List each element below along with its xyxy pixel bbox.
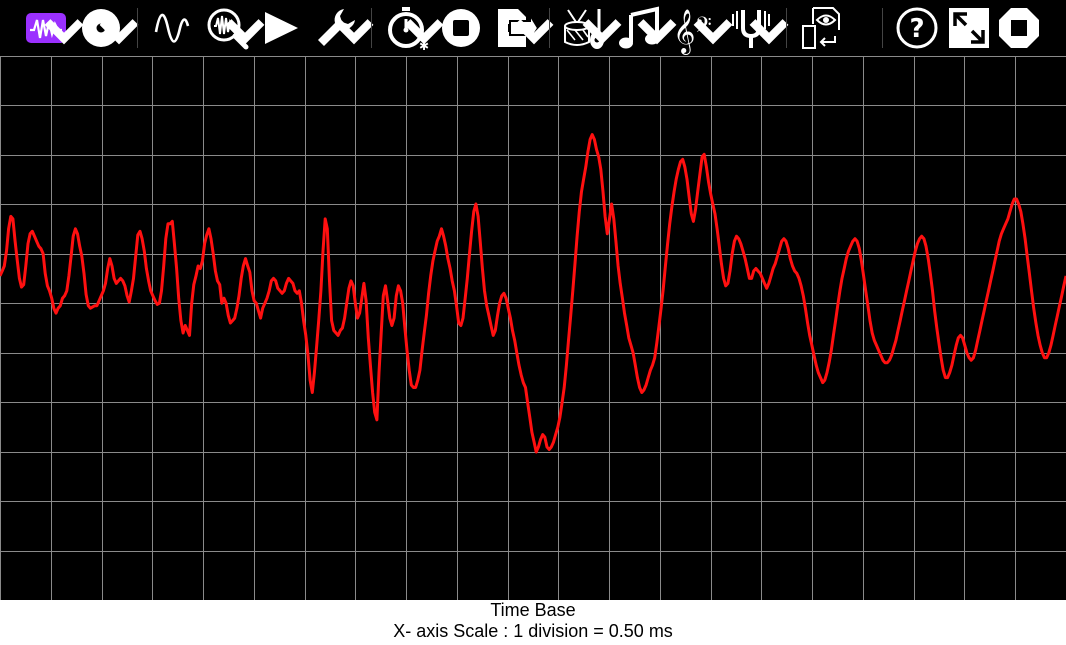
chevron-down-icon [44, 19, 84, 45]
chevron-down-icon [334, 19, 374, 45]
fullscreen-icon [949, 8, 989, 48]
octagon-stop-icon [999, 8, 1039, 48]
play-button[interactable] [257, 4, 305, 52]
toolbar-separator [371, 8, 372, 48]
instruments-button[interactable] [560, 4, 622, 52]
stop-button[interactable] [437, 4, 485, 52]
svg-text:✱: ✱ [419, 39, 429, 53]
chevron-down-icon [637, 19, 677, 45]
toolbar-separator [549, 8, 550, 48]
help-icon: ? [896, 7, 938, 49]
document-eye-icon [802, 7, 840, 49]
tuning-fork-button[interactable] [727, 4, 789, 52]
toolbar-separator [882, 8, 883, 48]
sine-wave-button[interactable] [148, 4, 196, 52]
chevron-down-icon [225, 19, 265, 45]
music-note-button[interactable] [615, 4, 677, 52]
svg-text:?: ? [909, 14, 924, 44]
chevron-down-icon [693, 19, 733, 45]
toolbar-separator [137, 8, 138, 48]
chevron-down-icon [514, 19, 554, 45]
chevron-down-icon [582, 19, 622, 45]
chevron-down-icon [404, 19, 444, 45]
x-axis-scale-label: X- axis Scale : 1 division = 0.50 ms [393, 621, 673, 641]
svg-text:𝄞: 𝄞 [673, 9, 695, 55]
time-base-label: Time Base [490, 600, 576, 620]
stopwatch-icon: ✱ [388, 7, 429, 53]
stop-icon [442, 9, 480, 47]
zoom-wave-button[interactable] [203, 4, 265, 52]
signal-trace [0, 133, 1066, 454]
timer-button[interactable]: ✱ [382, 4, 444, 53]
chevron-down-icon [99, 19, 139, 45]
sine-wave-icon [154, 13, 190, 43]
clef-button[interactable]: 𝄞 𝄢 [671, 4, 733, 55]
view-file-button[interactable] [797, 4, 845, 52]
export-button[interactable] [492, 4, 554, 52]
record-disc-button[interactable] [77, 4, 139, 52]
toolbar: ✱ 𝄞 𝄢? [0, 0, 1066, 56]
toolbar-separator [786, 8, 787, 48]
play-icon [265, 12, 298, 44]
wrench-icon [318, 9, 355, 46]
oscilloscope-display [0, 56, 1066, 600]
quit-button[interactable] [995, 4, 1043, 52]
chevron-down-icon [749, 19, 789, 45]
footer: Time Base X- axis Scale : 1 division = 0… [0, 600, 1066, 645]
settings-button[interactable] [312, 4, 374, 52]
fullscreen-button[interactable] [945, 4, 993, 52]
drum-guitar-icon [564, 9, 604, 49]
oscilloscope-mode-button[interactable] [22, 4, 84, 52]
music-note-icon [619, 6, 659, 49]
help-button[interactable]: ? [893, 4, 941, 52]
